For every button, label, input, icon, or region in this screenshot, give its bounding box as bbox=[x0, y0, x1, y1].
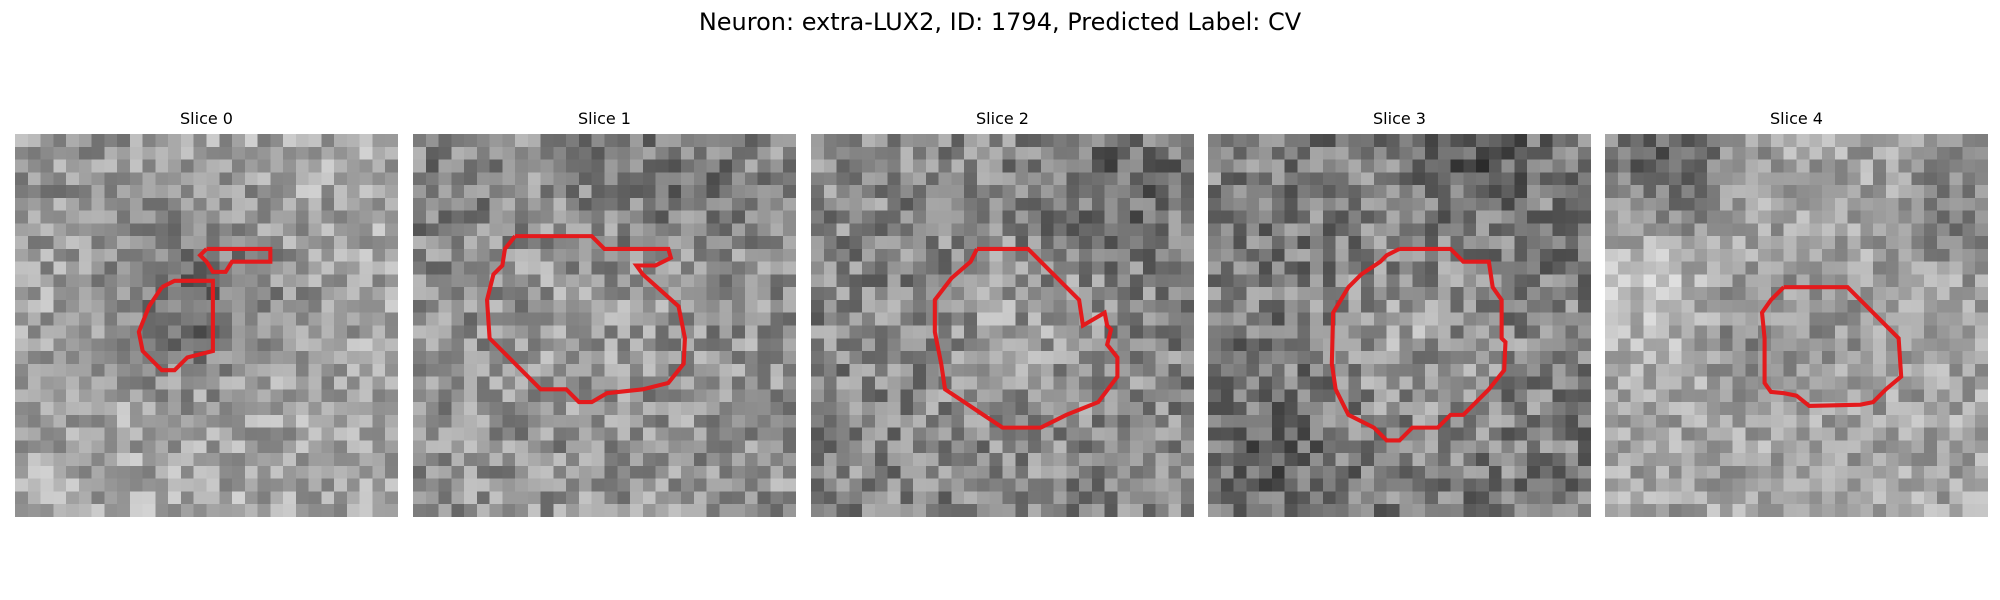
slice-title: Slice 2 bbox=[976, 109, 1029, 128]
figure-title: Neuron: extra-LUX2, ID: 1794, Predicted … bbox=[698, 8, 1302, 36]
slice-title: Slice 1 bbox=[578, 109, 631, 128]
slice-image bbox=[1208, 134, 1591, 517]
slice-panel-4: Slice 4 bbox=[1605, 108, 1988, 538]
segmentation-outline bbox=[197, 246, 273, 274]
segmentation-outline bbox=[1329, 246, 1508, 443]
slice-panel-0: Slice 0 bbox=[15, 108, 398, 538]
slice-panel-1: Slice 1 bbox=[413, 108, 796, 538]
slice-image bbox=[1605, 134, 1988, 517]
slice-image bbox=[811, 134, 1194, 517]
slice-title: Slice 4 bbox=[1770, 109, 1823, 128]
segmentation-outline bbox=[932, 246, 1120, 430]
slice-panel-2: Slice 2 bbox=[811, 108, 1194, 538]
segmentation-outline bbox=[136, 278, 215, 373]
slice-image bbox=[413, 134, 796, 517]
slice-image bbox=[15, 134, 398, 517]
segmentation-outline bbox=[484, 234, 687, 405]
slice-title: Slice 0 bbox=[180, 109, 233, 128]
segmentation-outline bbox=[1759, 285, 1904, 408]
slice-title: Slice 3 bbox=[1373, 109, 1426, 128]
slice-panel-3: Slice 3 bbox=[1208, 108, 1591, 538]
